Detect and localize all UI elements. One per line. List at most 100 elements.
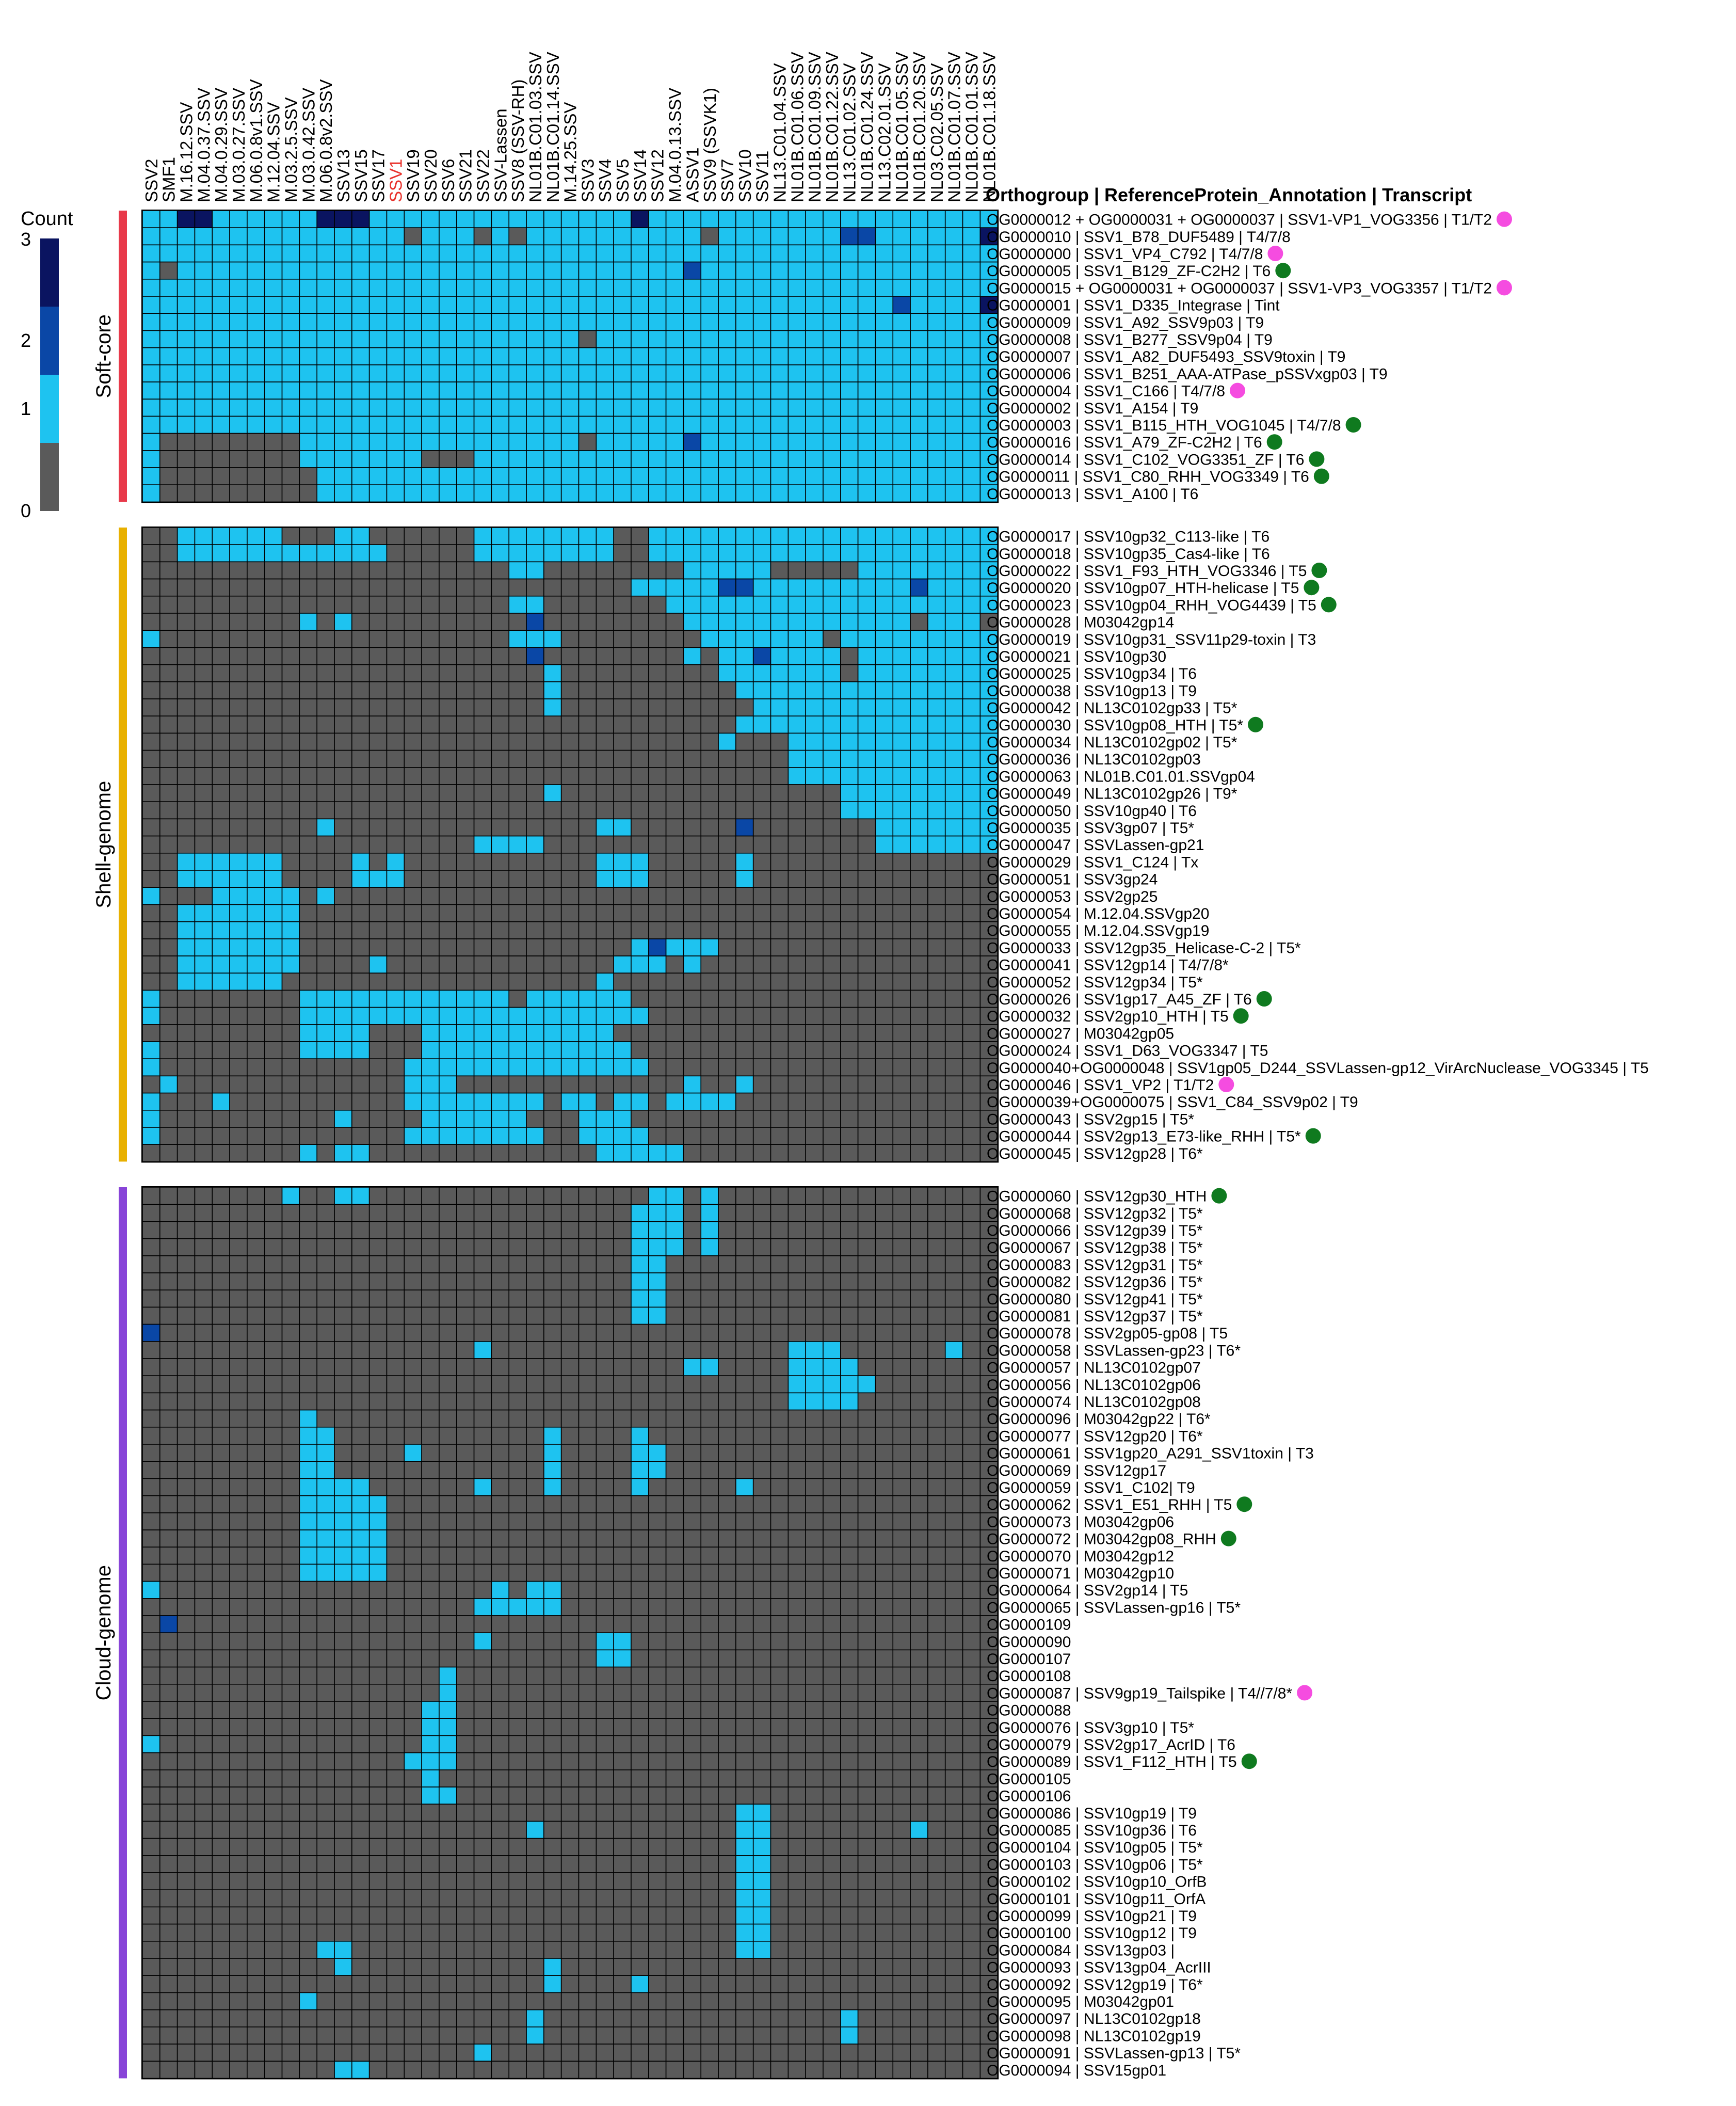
heatmap-cell [421, 972, 440, 991]
heatmap-cell [683, 972, 702, 991]
heatmap-cell [508, 433, 527, 451]
heatmap-cell [752, 1024, 771, 1042]
heatmap-cell [752, 1632, 771, 1651]
heatmap-cell [613, 1187, 632, 1205]
heatmap-cell [404, 1838, 422, 1856]
heatmap-cell [264, 613, 283, 631]
heatmap-cell [176, 1906, 196, 1925]
heatmap-cell [421, 1007, 440, 1025]
heatmap-cell [508, 1238, 527, 1256]
heatmap-cell [543, 1581, 562, 1599]
heatmap-cell [229, 398, 248, 417]
heatmap-cell [526, 1478, 544, 1496]
heatmap-cell [176, 1306, 196, 1325]
heatmap-cell [927, 1821, 946, 1839]
heatmap-cell [526, 853, 544, 871]
heatmap-cell [176, 1889, 196, 1908]
heatmap-cell [491, 381, 510, 400]
heatmap-cell [194, 647, 213, 665]
heatmap-cell [665, 972, 684, 991]
heatmap-cell [508, 1718, 527, 1736]
heatmap-cell [229, 1701, 248, 1719]
heatmap-cell [735, 835, 754, 854]
heatmap-cell [631, 1529, 649, 1548]
heatmap-cell [787, 278, 806, 297]
heatmap-cell [962, 972, 981, 991]
heatmap-cell [229, 544, 248, 563]
heatmap-cell [247, 1075, 265, 1094]
heatmap-cell [386, 484, 405, 503]
heatmap-cell [560, 1461, 580, 1479]
heatmap-cell [351, 398, 370, 417]
heatmap-cell [962, 1563, 981, 1582]
heatmap-cell [752, 749, 771, 768]
heatmap-cell [404, 1889, 422, 1908]
heatmap-cell [787, 1255, 806, 1273]
heatmap-cell [560, 1409, 580, 1428]
heatmap-cell [316, 1563, 335, 1582]
heatmap-cell [718, 1427, 736, 1445]
heatmap-cell [944, 749, 963, 768]
heatmap-cell [648, 853, 667, 871]
heatmap-cell [456, 1872, 475, 1891]
heatmap-cell [334, 484, 352, 503]
heatmap-cell [176, 1444, 196, 1462]
heatmap-cell [351, 1478, 370, 1496]
heatmap-cell [875, 1872, 894, 1891]
heatmap-cell [787, 1392, 806, 1411]
heatmap-cell [491, 1058, 510, 1077]
heatmap-cell [596, 1204, 614, 1222]
heatmap-cell [700, 364, 719, 382]
heatmap-cell [805, 1024, 824, 1042]
heatmap-cell [543, 921, 562, 939]
heatmap-cell [176, 1092, 196, 1111]
heatmap-cell [979, 1649, 998, 1668]
heatmap-cell [560, 313, 580, 331]
heatmap-cell [892, 261, 911, 280]
heatmap-cell [596, 450, 614, 468]
heatmap-cell [735, 1272, 754, 1291]
heatmap-cell [857, 1375, 876, 1394]
heatmap-cell [264, 1906, 283, 1925]
heatmap-cell [439, 1024, 457, 1042]
heatmap-cell [875, 647, 894, 665]
heatmap-cell [910, 749, 928, 768]
heatmap-cell [578, 596, 597, 614]
heatmap-cell [229, 1666, 248, 1685]
heatmap-cell [159, 1872, 178, 1891]
heatmap-cell [631, 330, 649, 348]
heatmap-cell [735, 1058, 754, 1077]
heatmap-cell [508, 1684, 527, 1702]
heatmap-cell [857, 1478, 876, 1496]
heatmap-cell [508, 1306, 527, 1325]
heatmap-cell [142, 732, 160, 751]
heatmap-cell [979, 784, 998, 803]
heatmap-cell [264, 1821, 283, 1839]
row-label: OG0000079 | SSV2gp17_AcrID | T6 [987, 1736, 1235, 1753]
heatmap-cell [665, 398, 684, 417]
heatmap-cell [247, 433, 265, 451]
heatmap-cell [526, 887, 544, 905]
heatmap-cell [560, 1666, 580, 1685]
heatmap-cell [578, 227, 597, 246]
heatmap-cell [473, 1221, 492, 1239]
heatmap-cell [386, 1306, 405, 1325]
heatmap-cell [857, 330, 876, 348]
heatmap-cell [718, 381, 736, 400]
heatmap-cell [840, 561, 859, 580]
heatmap-cell [543, 561, 562, 580]
heatmap-cell [194, 1323, 213, 1342]
heatmap-cell [299, 527, 318, 546]
heatmap-cell [247, 484, 265, 503]
row-label: OG0000056 | NL13C0102gp06 [987, 1377, 1201, 1394]
heatmap-cell [823, 681, 841, 699]
heatmap-cell [194, 596, 213, 614]
heatmap-cell [229, 261, 248, 280]
heatmap-cell [560, 1529, 580, 1548]
column-label: SSV12 [648, 149, 667, 202]
heatmap-cell [526, 715, 544, 734]
heatmap-cell [264, 1495, 283, 1513]
heatmap-cell [683, 1092, 702, 1111]
heatmap-cell [718, 578, 736, 597]
heatmap-cell [456, 613, 475, 631]
